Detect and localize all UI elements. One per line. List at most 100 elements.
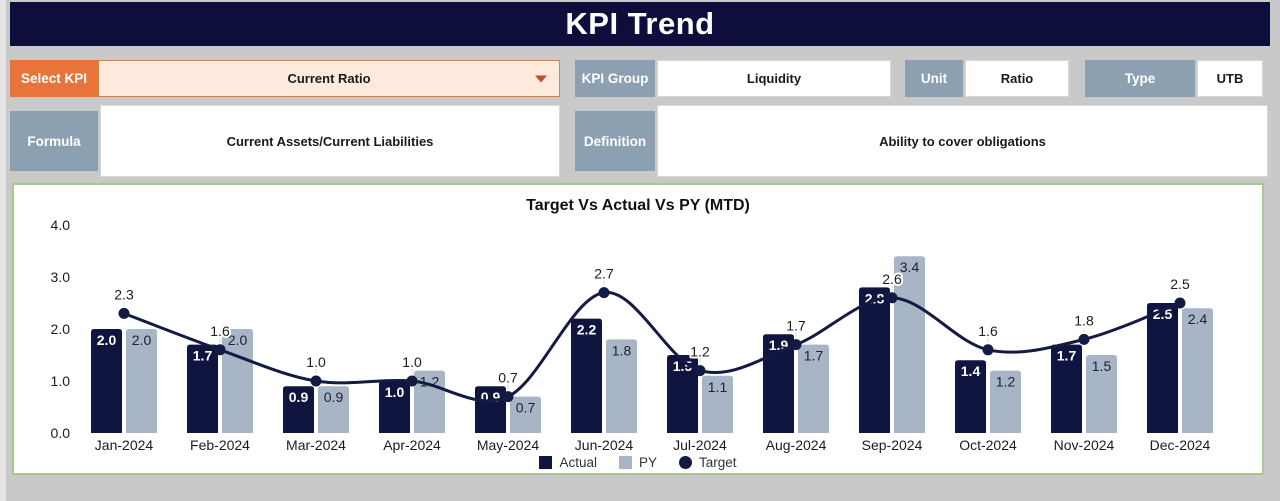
actual-bar (283, 386, 314, 433)
legend-label: Target (699, 455, 737, 470)
actual-bar-label: 0.9 (481, 389, 501, 405)
target-point (598, 287, 610, 299)
window-edge (0, 0, 6, 501)
legend-label: Actual (559, 455, 597, 470)
py-bar (990, 370, 1021, 433)
py-bar-label: 0.7 (516, 400, 536, 416)
actual-bar (859, 287, 890, 433)
target-point (214, 344, 226, 356)
definition-value: Ability to cover obligations (657, 105, 1268, 177)
kpi-select-dropdown[interactable]: Current Ratio (98, 60, 560, 97)
x-axis-label: Dec-2024 (1150, 437, 1211, 453)
target-point (310, 375, 322, 387)
actual-bar (571, 318, 602, 433)
formula-value: Current Assets/Current Liabilities (100, 105, 560, 177)
py-bar (702, 375, 733, 433)
target-point (118, 307, 130, 319)
y-axis-tick: 3.0 (51, 269, 71, 285)
actual-bar-label: 1.5 (673, 358, 693, 374)
target-value-label: 1.0 (402, 354, 422, 370)
actual-bar (955, 360, 986, 433)
py-bar-label: 1.2 (996, 374, 1016, 390)
formula-label: Formula (10, 111, 98, 171)
actual-bar (1051, 344, 1082, 433)
x-axis-label: Jul-2024 (673, 437, 727, 453)
kpi-group-label: KPI Group (575, 60, 655, 97)
dropdown-arrow-icon (535, 75, 547, 82)
actual-bar-label: 1.0 (385, 384, 405, 400)
target-value-label: 1.6 (210, 323, 230, 339)
y-axis-tick: 1.0 (51, 373, 71, 389)
x-axis-label: Jun-2024 (575, 437, 634, 453)
py-bar-label: 1.5 (1092, 358, 1112, 374)
page-title: KPI Trend (565, 6, 715, 41)
py-bar (606, 339, 637, 433)
unit-label: Unit (905, 60, 963, 97)
x-axis-label: Aug-2024 (766, 437, 827, 453)
target-point (406, 375, 418, 387)
py-bar (510, 396, 541, 433)
x-axis-label: Apr-2024 (383, 437, 441, 453)
target-vs-actual-vs-py-chart: 0.0 1.0 2.0 3.0 4.0 2.0 2.0 Jan-2024 1.7 2.0 Feb-2… (51, 217, 1213, 453)
target-point (1078, 333, 1090, 345)
x-axis-label: Oct-2024 (959, 437, 1017, 453)
target-point (790, 339, 802, 351)
legend-actual-square-icon (539, 456, 553, 469)
actual-bar-label: 2.2 (577, 322, 597, 338)
actual-bar (1147, 303, 1178, 433)
x-axis-label: Feb-2024 (190, 437, 250, 453)
py-bar-label: 3.4 (900, 259, 920, 275)
target-value-label: 2.3 (114, 286, 134, 302)
actual-bar (667, 355, 698, 433)
target-point (1174, 297, 1186, 309)
target-line (123, 291, 1181, 403)
py-bar-label: 0.9 (324, 389, 344, 405)
py-bar (222, 329, 253, 433)
unit-value: Ratio (965, 60, 1069, 97)
py-bar-label: 2.0 (132, 332, 152, 348)
py-bar (1086, 355, 1117, 433)
actual-bar-label: 2.5 (1153, 306, 1173, 322)
py-bar (318, 386, 349, 433)
y-axis-tick: 2.0 (51, 321, 71, 337)
x-axis-label: Jan-2024 (95, 437, 154, 453)
actual-bar (379, 381, 410, 433)
legend-item-target: Target (679, 455, 737, 470)
py-bar-label: 1.7 (804, 348, 824, 364)
target-value-label: 1.2 (690, 344, 710, 360)
actual-bar-label: 2.0 (97, 332, 117, 348)
target-value-label: 2.6 (882, 271, 902, 287)
target-point (982, 344, 994, 356)
py-bar (798, 344, 829, 433)
kpi-group-value: Liquidity (657, 60, 891, 97)
target-value-label: 1.8 (1074, 312, 1094, 328)
py-bar-label: 1.1 (708, 379, 728, 395)
target-point (886, 292, 898, 304)
py-bar-label: 1.8 (612, 342, 632, 358)
definition-label: Definition (575, 111, 655, 171)
target-value-label: 0.7 (498, 370, 518, 386)
x-axis-label: Nov-2024 (1054, 437, 1115, 453)
y-axis-tick: 0.0 (51, 425, 71, 441)
actual-bar (91, 329, 122, 433)
select-kpi-label: Select KPI (10, 60, 98, 97)
kpi-trend-chart-panel: Target Vs Actual Vs PY (MTD) 0.0 1.0 2.0 3.… (12, 183, 1264, 475)
target-value-label: 1.0 (306, 354, 326, 370)
py-bar (126, 329, 157, 433)
legend-item-actual: Actual (539, 455, 597, 470)
legend-target-circle-icon (679, 456, 692, 469)
py-bar-label: 2.0 (228, 332, 248, 348)
target-value-label: 1.6 (978, 323, 998, 339)
chart-legend: Actual PY Target (14, 455, 1262, 470)
legend-label: PY (638, 455, 657, 470)
actual-bar-label: 1.7 (193, 348, 213, 364)
target-value-label: 2.7 (594, 266, 614, 282)
target-point (502, 391, 514, 403)
x-axis-label: Sep-2024 (862, 437, 923, 453)
type-label: Type (1085, 60, 1195, 97)
header-bar: KPI Trend (10, 2, 1270, 46)
py-bar (1182, 308, 1213, 433)
y-axis-tick: 4.0 (51, 217, 71, 233)
actual-bar (763, 334, 794, 433)
kpi-select-value: Current Ratio (287, 71, 371, 86)
